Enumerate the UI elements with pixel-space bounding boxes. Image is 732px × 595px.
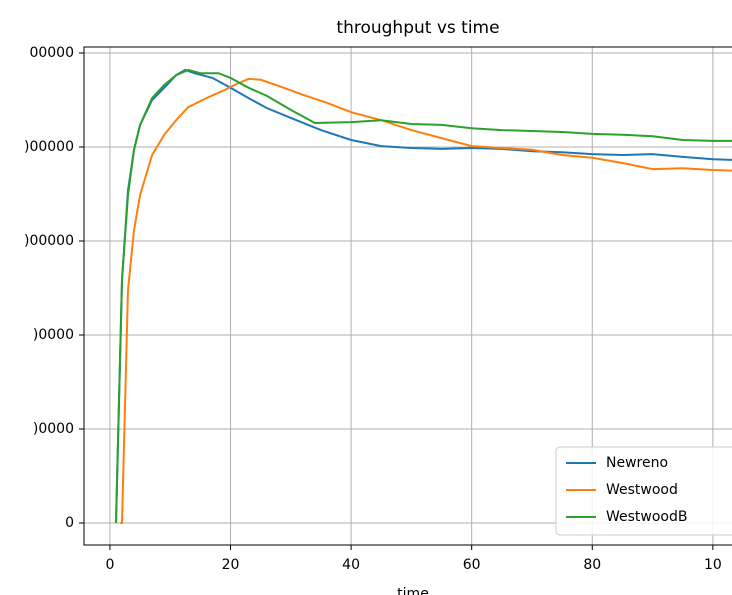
y-tick-label: )0000: [33, 421, 74, 437]
x-tick-label: 60: [463, 557, 481, 573]
y-tick-label: 0: [65, 515, 74, 531]
x-tick-label: 20: [222, 557, 240, 573]
x-tick-label: 0: [105, 557, 114, 573]
x-tick-label: 10: [704, 557, 722, 573]
chart-title: throughput vs time: [336, 18, 499, 38]
y-tick-label: )0000: [33, 327, 74, 343]
series-line: [120, 77, 732, 524]
x-axis-label: time: [397, 586, 429, 595]
y-tick-label: 00000: [29, 45, 74, 61]
y-tick-label: )00000: [24, 233, 74, 249]
legend-box: [555, 446, 732, 536]
legend-label: WestwoodB: [606, 509, 688, 525]
legend-label: Newreno: [606, 455, 668, 471]
x-tick-label: 80: [583, 557, 601, 573]
y-tick-label: )00000: [24, 139, 74, 155]
legend-label: Westwood: [606, 482, 678, 498]
x-tick-label: 40: [342, 557, 360, 573]
plot-frame: [83, 46, 732, 546]
series-line: [115, 68, 732, 524]
